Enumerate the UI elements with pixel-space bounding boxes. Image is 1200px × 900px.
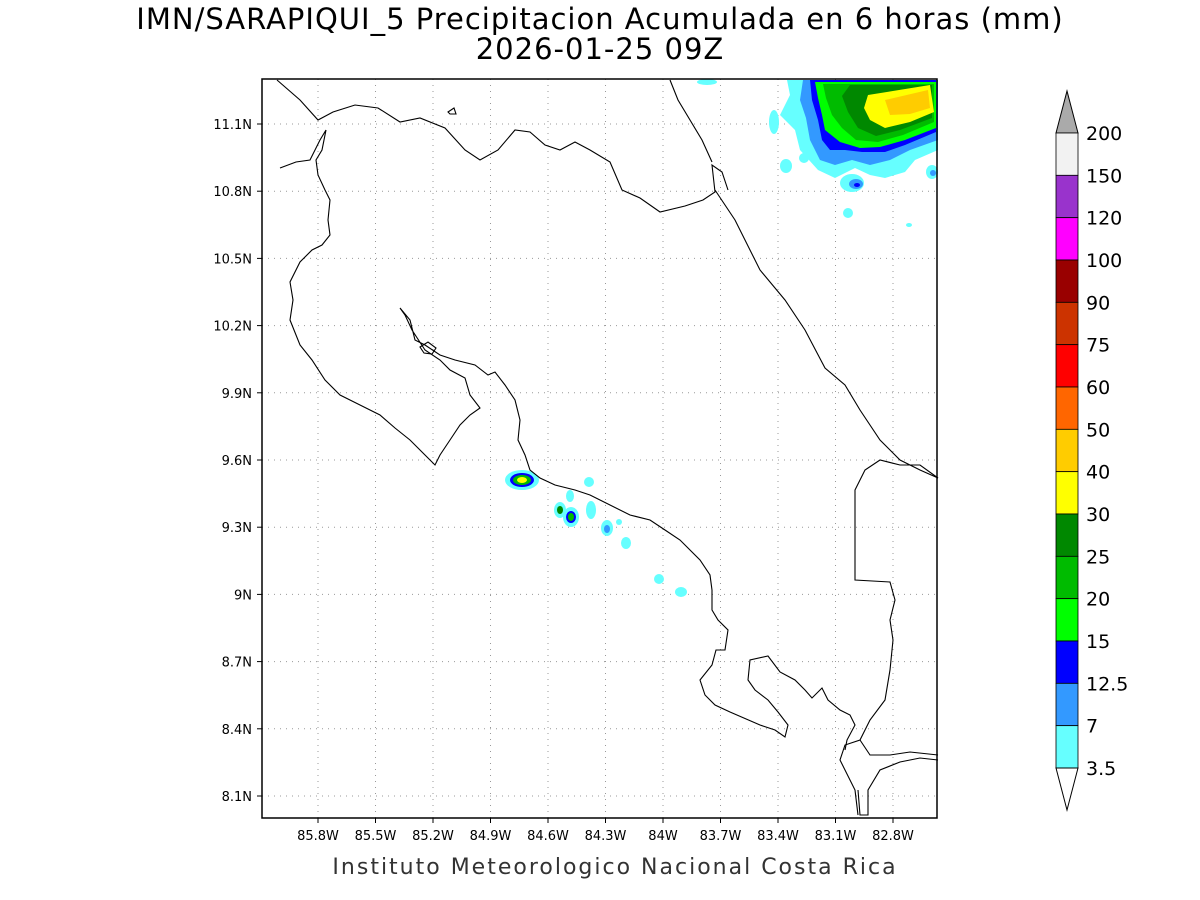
colorbar-swatch [1055, 428, 1079, 473]
colorbar-swatch [1055, 344, 1079, 388]
precip-cell [604, 525, 610, 533]
colorbar-label: 40 [1086, 462, 1110, 484]
x-tick-label: 84.6W [527, 829, 569, 844]
colorbar-label: 3.5 [1086, 758, 1116, 780]
precip-ne-50 [885, 90, 930, 115]
x-tick-label: 83.4W [757, 829, 799, 844]
colorbar-label: 150 [1086, 165, 1122, 187]
precip-cell [584, 477, 594, 487]
colorbar-swatch [1055, 598, 1079, 642]
precip-cell [854, 183, 860, 187]
precip-cell [906, 223, 912, 227]
y-tick-label: 8.4N [222, 723, 252, 738]
title-line-1: IMN/SARAPIQUI_5 Precipitacion Acumulada … [136, 2, 1064, 36]
colorbar-label: 60 [1086, 377, 1110, 399]
footer-credit: Instituto Meteorologico Nacional Costa R… [332, 855, 898, 880]
colorbar-label: 120 [1086, 208, 1122, 230]
map-frame [261, 78, 938, 819]
colorbar-label: 200 [1086, 123, 1122, 145]
colorbar-swatch [1055, 217, 1079, 261]
colorbar-under-arrow [1055, 767, 1079, 812]
precip-cell [517, 477, 527, 483]
precip-cell [769, 110, 779, 134]
colorbar-label: 90 [1086, 292, 1110, 314]
colorbar: 200 150 120 100 90 75 60 50 40 30 25 20 15 12.5 7 3.5 [1055, 89, 1128, 812]
y-tick-label: 9.6N [222, 454, 252, 469]
precipitation-field [505, 79, 938, 597]
colorbar-swatch [1055, 301, 1079, 346]
y-tick-label: 10.5N [213, 252, 252, 267]
colorbar-label: 75 [1086, 335, 1110, 357]
y-tick-label: 8.1N [222, 790, 252, 805]
precip-cell [780, 159, 792, 173]
coastline [276, 79, 939, 816]
precip-cell [675, 587, 687, 597]
colorbar-swatch [1055, 132, 1079, 176]
precip-cell [557, 506, 563, 514]
colorbar-swatch [1055, 259, 1079, 303]
x-tick-label: 85.5W [355, 829, 397, 844]
x-tick-label: 83.1W [815, 829, 857, 844]
precip-cell [843, 208, 853, 218]
colorbar-swatch [1055, 555, 1079, 600]
y-tick-label: 10.8N [213, 185, 252, 200]
precip-cell [586, 501, 596, 519]
y-tick-label: 9N [234, 588, 252, 603]
x-tick-label: 85.8W [297, 829, 339, 844]
precip-cell [930, 170, 936, 176]
x-axis-ticks: 85.8W 85.5W 85.2W 84.9W 84.6W 84.3W 84W 83.7W 83… [297, 818, 914, 844]
colorbar-swatch [1055, 682, 1079, 727]
x-tick-label: 82.8W [872, 829, 914, 844]
precip-cell [621, 537, 631, 549]
y-tick-label: 8.7N [222, 656, 252, 671]
colorbar-over-arrow [1055, 89, 1079, 134]
colorbar-label: 100 [1086, 250, 1122, 272]
colorbar-label: 30 [1086, 504, 1110, 526]
y-tick-label: 9.9N [222, 387, 252, 402]
y-tick-label: 11.1N [213, 118, 252, 133]
colorbar-label: 20 [1086, 589, 1110, 611]
y-tick-label: 10.2N [213, 320, 252, 335]
precip-cell [799, 153, 809, 163]
colorbar-label: 50 [1086, 419, 1110, 441]
x-tick-label: 84W [648, 829, 678, 844]
x-tick-label: 84.3W [585, 829, 627, 844]
colorbar-swatch [1055, 725, 1079, 769]
precip-cell [566, 490, 574, 502]
colorbar-swatch [1055, 640, 1079, 684]
colorbar-label: 7 [1086, 716, 1098, 738]
colorbar-swatch [1055, 471, 1079, 515]
x-tick-label: 84.9W [470, 829, 512, 844]
colorbar-label: 15 [1086, 631, 1110, 653]
colorbar-swatch [1055, 386, 1079, 430]
x-tick-label: 85.2W [412, 829, 454, 844]
colorbar-label: 25 [1086, 546, 1110, 568]
colorbar-label: 12.5 [1086, 673, 1128, 695]
colorbar-swatch [1055, 513, 1079, 557]
precip-cell [616, 519, 622, 525]
title-line-2: 2026-01-25 09Z [475, 32, 725, 66]
y-axis-ticks: 11.1N 10.8N 10.5N 10.2N 9.9N 9.6N 9.3N 9N 8.7N 8.… [213, 118, 262, 805]
precip-cell [697, 79, 717, 85]
y-tick-label: 9.3N [222, 521, 252, 536]
precip-cell [568, 513, 574, 521]
colorbar-swatch [1055, 174, 1079, 219]
x-tick-label: 83.7W [700, 829, 742, 844]
precip-cell [654, 574, 664, 584]
